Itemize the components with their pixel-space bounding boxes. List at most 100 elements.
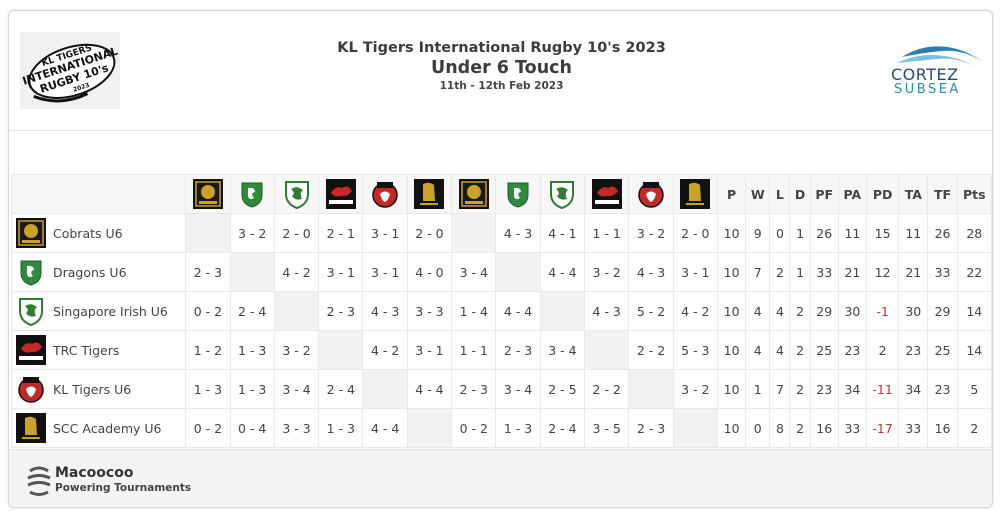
sponsor-name: CORTEZ xyxy=(891,65,959,84)
stat-column-header[interactable]: TF xyxy=(927,174,958,214)
opponent-column-header xyxy=(406,174,453,214)
header-row: P W L D PF PA PD TA TF Pts xyxy=(10,174,992,214)
stat-column-header[interactable]: D xyxy=(789,174,811,214)
stat-cell: -11 xyxy=(865,369,900,409)
team-cell[interactable]: TRC Tigers xyxy=(10,330,187,370)
team-name[interactable]: Dragons U6 xyxy=(53,264,127,280)
kl-tigers-logo-icon xyxy=(18,377,44,403)
opponent-column-header xyxy=(495,174,541,214)
stat-cell: 22 xyxy=(956,252,992,292)
stat-cell: 28 xyxy=(956,213,992,253)
division-title: Under 6 Touch xyxy=(431,58,572,78)
team-name[interactable]: Cobrats U6 xyxy=(53,225,123,241)
opponent-column-header xyxy=(672,174,718,214)
kl-tigers-rugby-logo: KL TIGERS INTERNATIONAL RUGBY 10's 2023 xyxy=(20,32,120,109)
stat-column-header[interactable]: PD xyxy=(865,174,900,214)
stat-cell: 1 xyxy=(789,213,811,253)
match-result-cell: 2 - 3 xyxy=(451,369,497,409)
match-result-cell: 0 - 2 xyxy=(185,408,231,448)
match-result-cell: 3 - 1 xyxy=(362,252,408,292)
team-cell[interactable]: Cobrats U6 xyxy=(10,213,187,253)
empty-result-cell xyxy=(318,330,364,370)
team-name[interactable]: KL Tigers U6 xyxy=(53,381,132,397)
stat-cell: 30 xyxy=(837,291,868,331)
match-result-cell: 2 - 3 xyxy=(495,330,541,370)
match-result-cell: 3 - 2 xyxy=(584,252,630,292)
opponent-column-header xyxy=(273,174,320,214)
empty-result-cell xyxy=(539,291,586,331)
stat-column-header[interactable]: W xyxy=(745,174,771,214)
stat-column-header[interactable]: P xyxy=(716,174,747,214)
opponent-column-header xyxy=(362,174,408,214)
opponent-column-header xyxy=(539,174,586,214)
team-cell[interactable]: SCC Academy U6 xyxy=(10,408,187,448)
match-result-cell: 3 - 2 xyxy=(273,330,320,370)
stat-cell: 10 xyxy=(716,369,747,409)
footer: Macoocoo Powering Tournaments xyxy=(9,449,992,507)
stat-cell: 4 xyxy=(745,291,771,331)
title-block: KL Tigers International Rugby 10's 2023 … xyxy=(259,39,744,93)
stat-cell: 4 xyxy=(769,291,791,331)
match-result-cell: 3 - 4 xyxy=(539,330,586,370)
stat-column-header[interactable]: PF xyxy=(809,174,839,214)
stat-cell: 12 xyxy=(865,252,900,292)
team-name[interactable]: SCC Academy U6 xyxy=(53,420,162,436)
stat-cell: 2 xyxy=(769,252,791,292)
empty-result-cell xyxy=(451,213,497,253)
opponent-column-header xyxy=(229,174,275,214)
stat-cell: 33 xyxy=(837,408,868,448)
stat-cell: 10 xyxy=(716,408,747,448)
team-name[interactable]: TRC Tigers xyxy=(53,342,120,358)
stat-cell: 1 xyxy=(789,252,811,292)
empty-result-cell xyxy=(584,330,630,370)
match-result-cell: 1 - 1 xyxy=(584,213,630,253)
team-cell[interactable]: Dragons U6 xyxy=(10,252,187,292)
cobrats-logo-icon xyxy=(458,179,489,209)
stat-cell: 14 xyxy=(956,291,992,331)
stat-cell: 1 xyxy=(745,369,771,409)
match-result-cell: 3 - 1 xyxy=(318,252,364,292)
stat-cell: 14 xyxy=(956,330,992,370)
empty-result-cell xyxy=(185,213,231,253)
match-result-cell: 0 - 2 xyxy=(185,291,231,331)
cobrats-logo-icon xyxy=(192,179,223,209)
team-cell[interactable]: Singapore Irish U6 xyxy=(10,291,187,331)
match-result-cell: 4 - 2 xyxy=(273,252,320,292)
stat-column-header[interactable]: PA xyxy=(837,174,868,214)
team-cell[interactable]: KL Tigers U6 xyxy=(10,369,187,409)
stat-column-header[interactable]: TA xyxy=(898,174,929,214)
tournament-title: KL Tigers International Rugby 10's 2023 xyxy=(337,40,666,56)
match-result-cell: 2 - 4 xyxy=(539,408,586,448)
match-result-cell: 5 - 3 xyxy=(672,330,718,370)
stat-cell: 10 xyxy=(716,330,747,370)
match-result-cell: 3 - 4 xyxy=(451,252,497,292)
stat-column-header[interactable]: L xyxy=(769,174,791,214)
match-result-cell: 4 - 3 xyxy=(628,252,674,292)
dragons-logo-icon xyxy=(20,260,42,286)
match-result-cell: 2 - 0 xyxy=(672,213,718,253)
stat-column-header[interactable]: Pts xyxy=(956,174,992,214)
match-result-cell: 2 - 3 xyxy=(628,408,674,448)
stat-cell: 34 xyxy=(898,369,929,409)
opponent-column-header xyxy=(185,174,231,214)
stat-cell: 10 xyxy=(716,252,747,292)
team-column-header xyxy=(10,174,187,214)
stat-cell: 2 xyxy=(789,408,811,448)
team-name[interactable]: Singapore Irish U6 xyxy=(53,303,168,319)
stat-cell: 2 xyxy=(956,408,992,448)
match-result-cell: 4 - 0 xyxy=(406,252,453,292)
match-result-cell: 1 - 3 xyxy=(318,408,364,448)
stat-cell: 9 xyxy=(745,213,771,253)
cortez-wave-icon xyxy=(897,46,982,67)
match-result-cell: 4 - 3 xyxy=(362,291,408,331)
logo-text-line-4: 2023 xyxy=(72,82,90,94)
match-result-cell: 1 - 3 xyxy=(229,369,275,409)
match-result-cell: 1 - 1 xyxy=(451,330,497,370)
opponent-column-header xyxy=(628,174,674,214)
match-result-cell: 2 - 3 xyxy=(318,291,364,331)
match-result-cell: 4 - 1 xyxy=(539,213,586,253)
footer-brand[interactable]: Macoocoo xyxy=(55,465,134,481)
stat-cell: 25 xyxy=(927,330,958,370)
